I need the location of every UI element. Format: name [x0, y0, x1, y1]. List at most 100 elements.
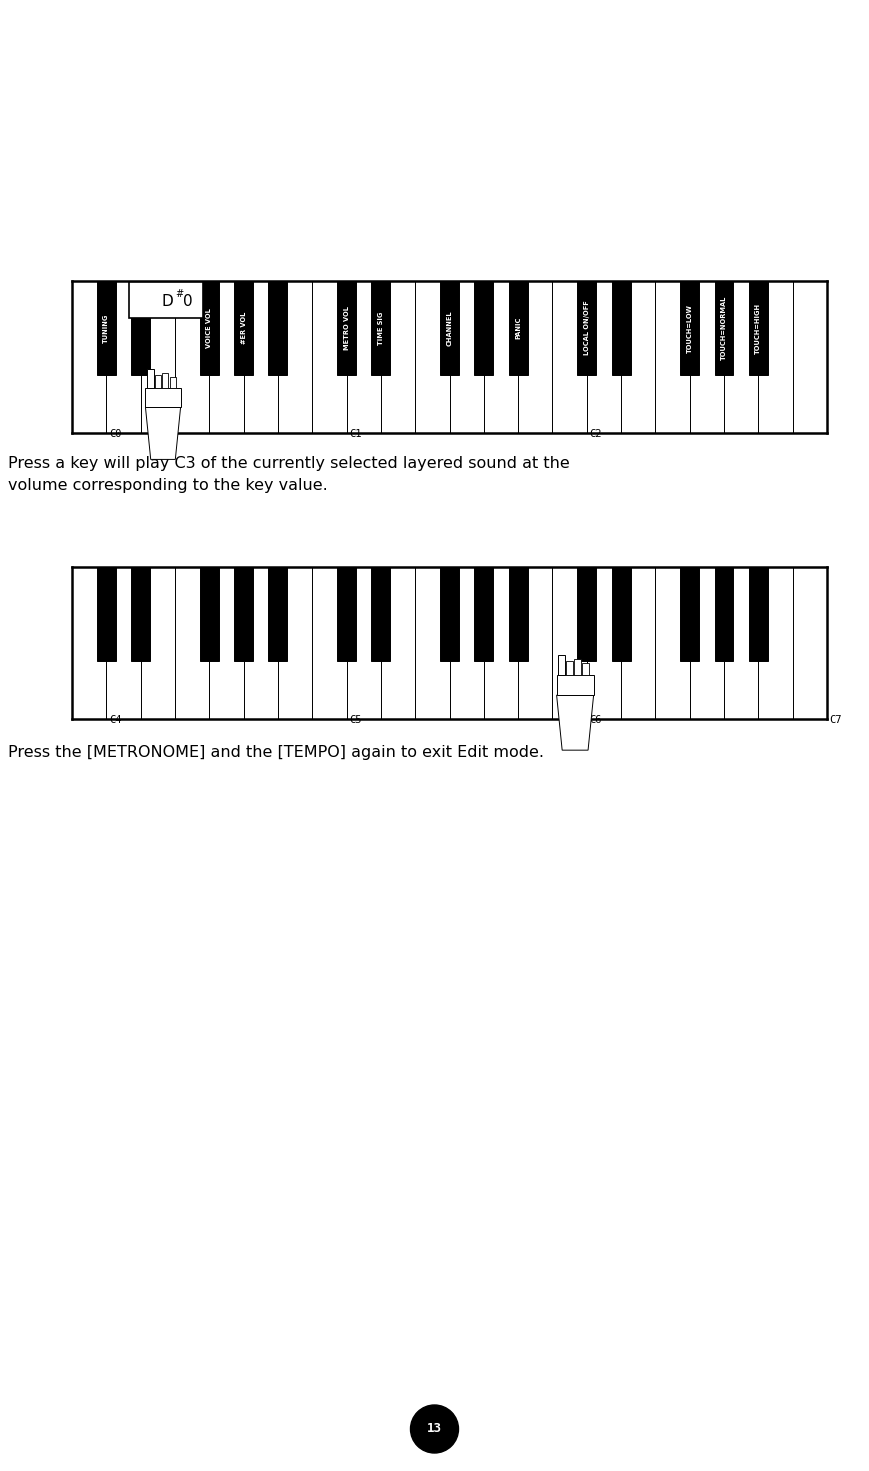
Bar	[518, 566, 553, 719]
Bar	[200, 281, 219, 375]
Text: C2: C2	[589, 430, 602, 438]
Bar	[381, 281, 415, 432]
Bar	[553, 566, 587, 719]
Bar	[381, 566, 415, 719]
Bar	[508, 566, 527, 662]
Bar	[347, 566, 381, 719]
Polygon shape	[574, 659, 580, 675]
Bar	[587, 281, 621, 432]
Polygon shape	[163, 374, 169, 388]
Text: C5: C5	[349, 715, 362, 725]
Bar	[106, 566, 141, 719]
Bar	[793, 566, 827, 719]
Bar	[96, 281, 116, 375]
Bar	[175, 566, 209, 719]
Bar	[243, 281, 278, 432]
Bar	[690, 281, 724, 432]
Bar	[243, 566, 278, 719]
Circle shape	[410, 1405, 459, 1453]
Text: C1: C1	[349, 430, 362, 438]
Bar	[141, 566, 175, 719]
Text: LOCAL ON/OFF: LOCAL ON/OFF	[584, 300, 590, 356]
Polygon shape	[558, 655, 565, 675]
Text: C4: C4	[109, 715, 122, 725]
Bar	[449, 281, 484, 432]
Bar	[141, 281, 175, 432]
Bar	[553, 281, 587, 432]
Bar	[759, 281, 793, 432]
Bar	[200, 566, 219, 662]
Text: C7: C7	[830, 715, 842, 725]
Bar	[209, 281, 243, 432]
Text: Press the [METRONOME] and the [TEMPO] again to exit Edit mode.: Press the [METRONOME] and the [TEMPO] ag…	[8, 744, 544, 761]
Text: 13: 13	[427, 1422, 442, 1436]
Bar	[415, 281, 449, 432]
Bar	[474, 566, 494, 662]
Text: C0: C0	[109, 430, 122, 438]
Text: TUNING: TUNING	[103, 313, 109, 343]
Bar	[612, 566, 631, 662]
Bar	[621, 566, 655, 719]
Bar	[312, 281, 347, 432]
Bar	[72, 566, 106, 719]
Bar	[440, 281, 459, 375]
Bar	[714, 281, 733, 375]
Bar	[621, 281, 655, 432]
Bar	[175, 281, 209, 432]
Bar	[337, 281, 356, 375]
Polygon shape	[582, 663, 589, 675]
Text: TIME SIG: TIME SIG	[378, 312, 384, 344]
Bar	[131, 566, 150, 662]
Bar	[508, 281, 527, 375]
Text: TOUCH=LOW: TOUCH=LOW	[687, 303, 693, 353]
Text: METRO VOL: METRO VOL	[343, 306, 349, 350]
Bar	[278, 281, 312, 432]
Bar	[371, 281, 390, 375]
Bar	[577, 281, 596, 375]
Text: PANIC: PANIC	[515, 316, 521, 340]
Bar	[371, 566, 390, 662]
Bar	[749, 566, 768, 662]
Text: TOUCH=NORMAL: TOUCH=NORMAL	[721, 296, 727, 360]
Bar	[655, 281, 690, 432]
Bar	[714, 566, 733, 662]
Bar	[724, 281, 759, 432]
Bar	[612, 281, 631, 375]
Polygon shape	[567, 660, 573, 675]
Bar	[749, 281, 768, 375]
Text: Press a key will play C3 of the currently selected layered sound at the
volume c: Press a key will play C3 of the currentl…	[8, 456, 570, 493]
Text: VOICE VOL: VOICE VOL	[206, 309, 212, 349]
Bar	[209, 566, 243, 719]
Bar	[680, 566, 700, 662]
Polygon shape	[147, 369, 154, 388]
Bar	[269, 281, 288, 375]
Bar	[759, 566, 793, 719]
Text: #ER VOL: #ER VOL	[241, 312, 247, 344]
Bar	[312, 566, 347, 719]
Polygon shape	[145, 388, 181, 407]
Bar	[337, 566, 356, 662]
Bar	[440, 566, 459, 662]
Bar	[690, 566, 724, 719]
Bar	[577, 566, 596, 662]
Bar	[680, 281, 700, 375]
Bar	[234, 566, 253, 662]
Bar	[347, 281, 381, 432]
Bar	[484, 281, 518, 432]
Text: #: #	[175, 288, 183, 299]
Bar	[234, 281, 253, 375]
FancyBboxPatch shape	[129, 282, 203, 318]
Polygon shape	[557, 696, 594, 750]
Polygon shape	[155, 375, 161, 388]
Text: C6: C6	[589, 715, 602, 725]
Text: CHANNEL: CHANNEL	[447, 310, 453, 346]
Bar	[269, 566, 288, 662]
Bar	[131, 281, 150, 375]
Bar	[474, 281, 494, 375]
Bar	[72, 281, 106, 432]
Text: D: D	[161, 294, 173, 309]
Polygon shape	[557, 675, 594, 696]
Bar	[793, 281, 827, 432]
Bar	[278, 566, 312, 719]
Bar	[415, 566, 449, 719]
